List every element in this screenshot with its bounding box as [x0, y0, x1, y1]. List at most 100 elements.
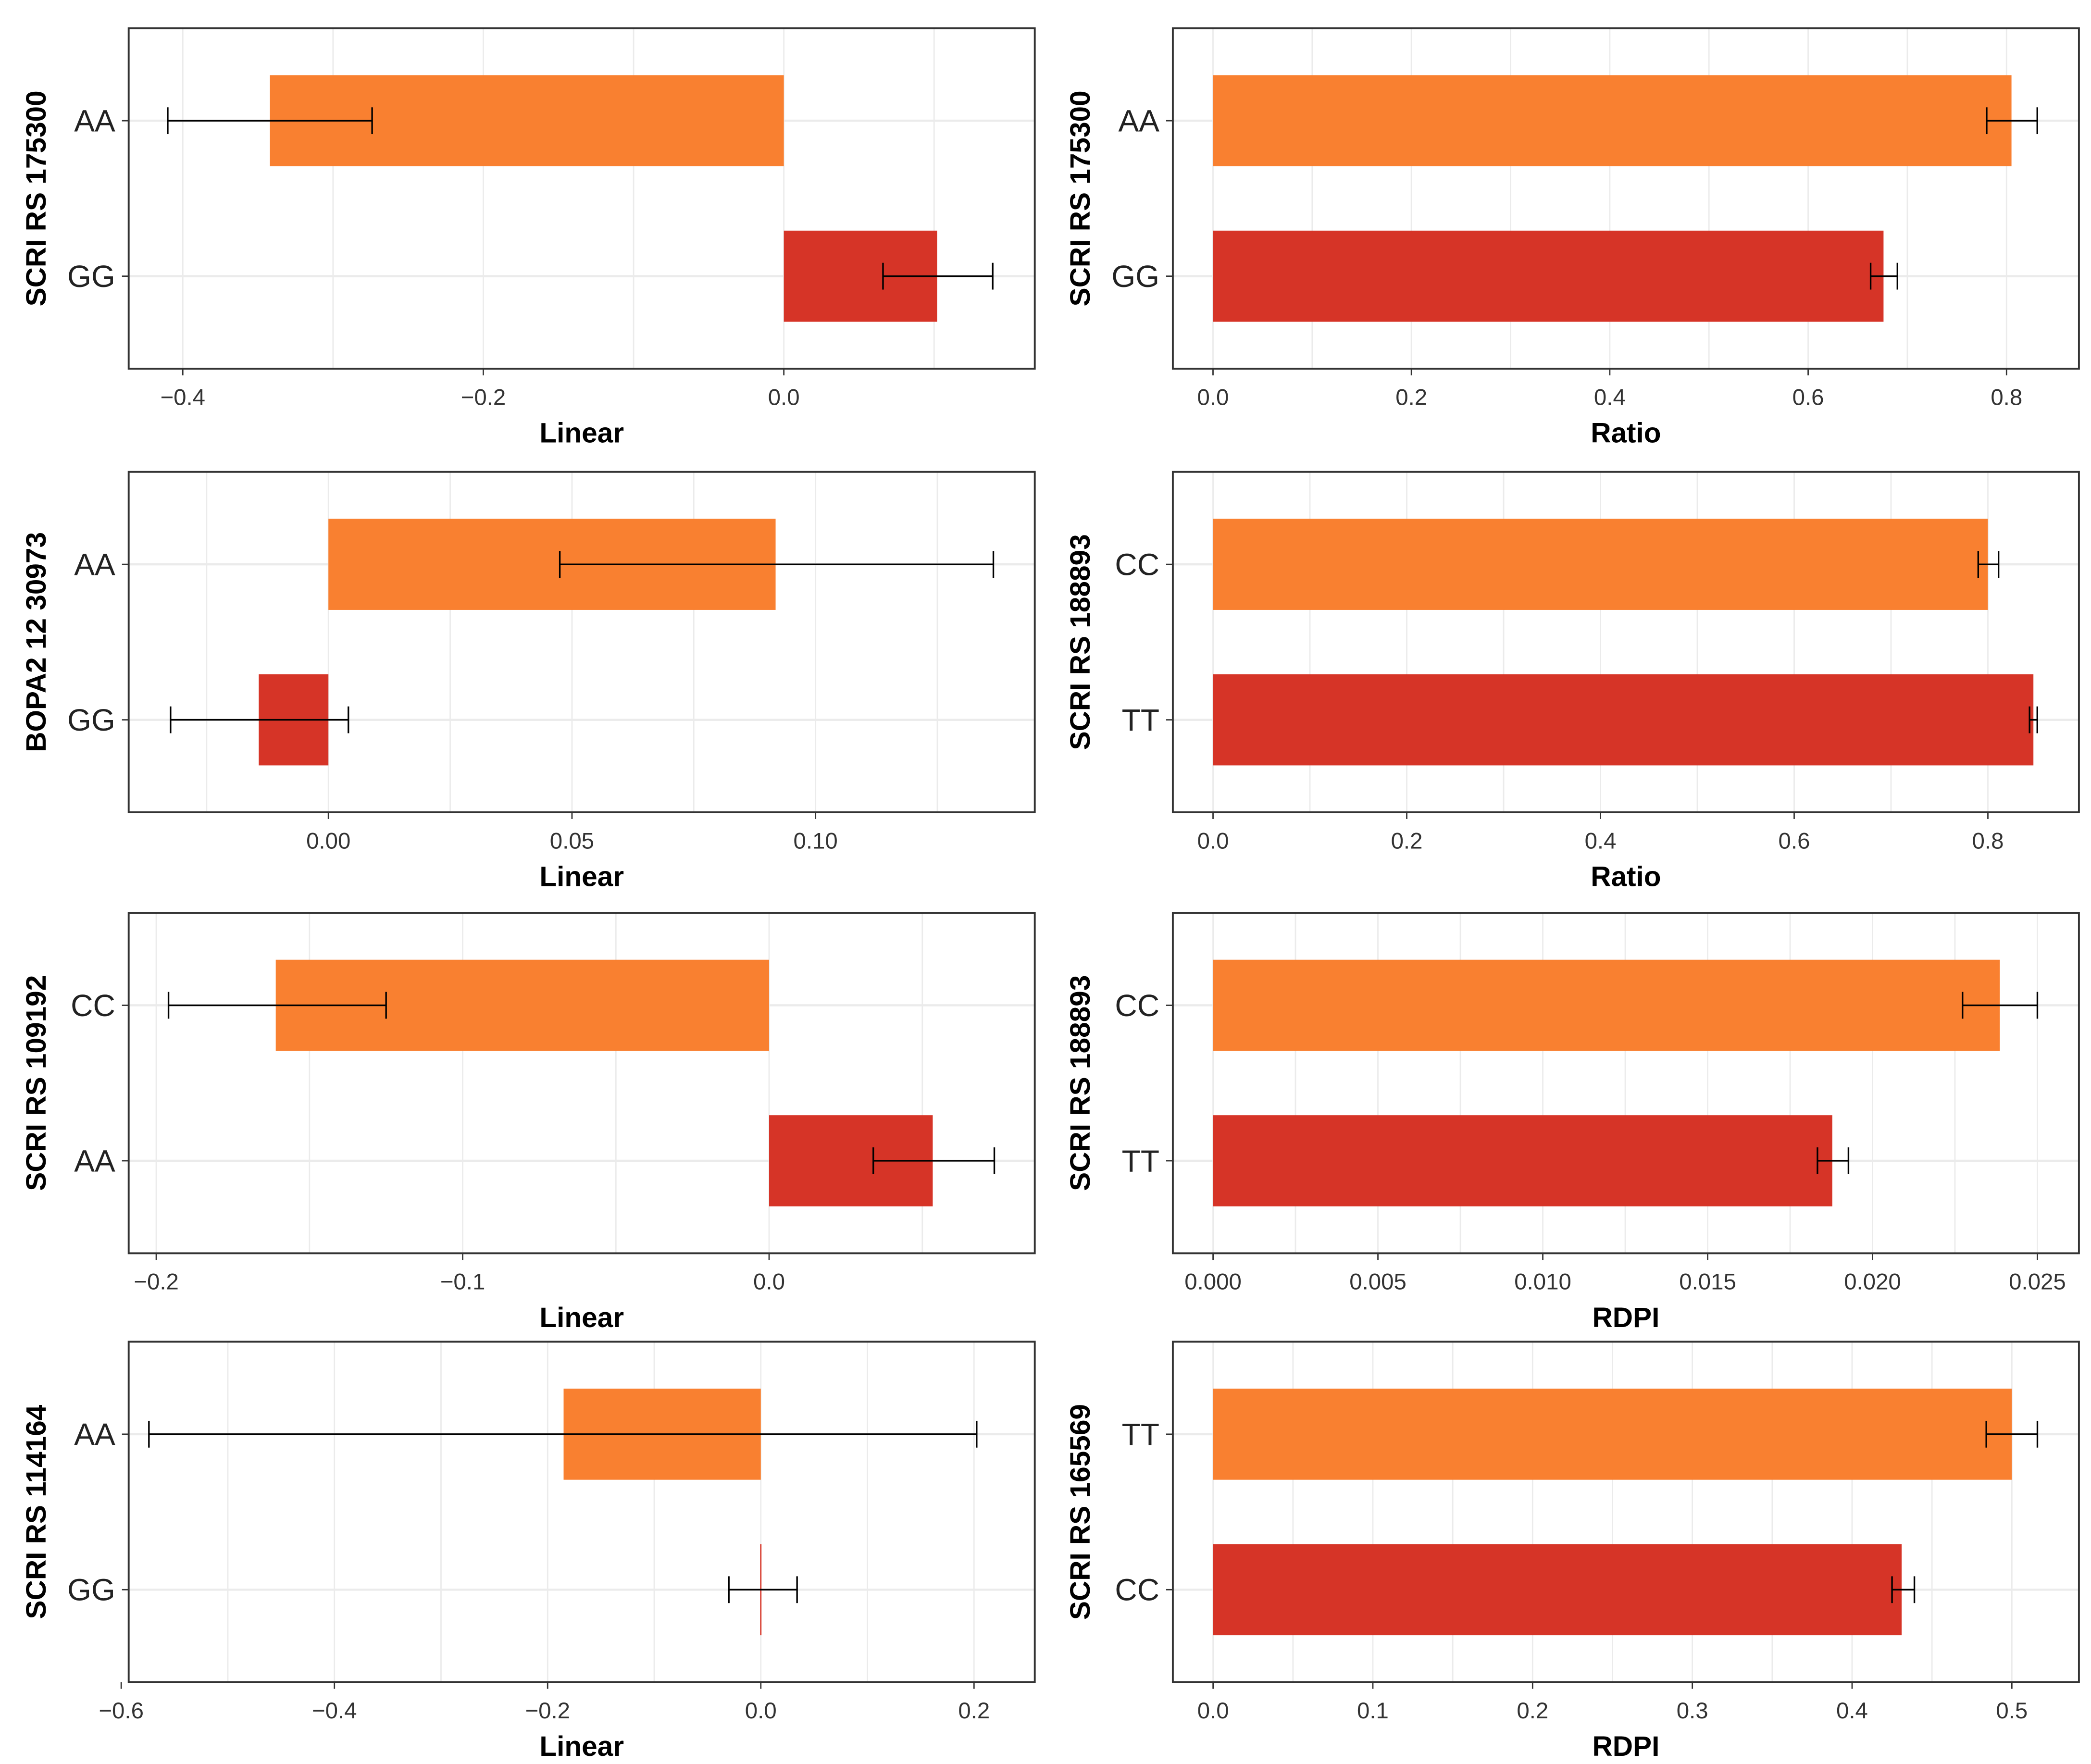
x-tick-label: 0.10	[794, 828, 838, 854]
bar-AA	[1213, 75, 2012, 166]
panel-frame	[1171, 912, 2080, 1255]
y-axis-title: BOPA2 12 30973	[21, 532, 52, 752]
panel-frame	[127, 471, 1036, 813]
x-axis-title: RDPI	[1592, 1302, 1659, 1333]
x-tick-label: 0.1	[1357, 1698, 1389, 1724]
x-tick-label: 0.0	[1197, 828, 1229, 854]
x-tick-label: 0.8	[1972, 828, 2004, 854]
category-label: AA	[74, 1143, 115, 1178]
category-label: TT	[1122, 1417, 1159, 1452]
error-bar-GG	[170, 706, 349, 733]
bar-GG	[1213, 230, 1884, 322]
x-tick-label: 0.0	[768, 385, 800, 410]
panel-frame	[1171, 1341, 2080, 1683]
panel-1: AA GG −0.4 −0.2 0.0 Linear SCRI RS 175300	[21, 27, 1036, 448]
y-axis-title: SCRI RS 165569	[1065, 1404, 1096, 1620]
panel-frame	[127, 27, 1036, 370]
panel-8: TT CC 0.0 0.1 0.2 0.3 0.4 0.5 RDPI SCRI RS 165569	[1065, 1341, 2080, 1762]
x-axis-title: Linear	[539, 1302, 624, 1333]
error-bar-AA	[1986, 107, 2038, 135]
panel-frame	[1171, 471, 2080, 813]
error-bar-GG	[882, 262, 994, 290]
bar-TT	[1213, 674, 2034, 766]
error-bar-CC	[167, 992, 387, 1019]
x-tick-label: 0.2	[958, 1698, 990, 1724]
x-tick-label: −0.6	[99, 1698, 144, 1724]
x-tick-label: 0.6	[1779, 828, 1810, 854]
x-tick-label: 0.020	[1844, 1269, 1901, 1295]
error-bar-AA	[559, 551, 995, 578]
x-tick-label: 0.0	[753, 1269, 785, 1295]
error-bar-CC	[1977, 551, 2000, 578]
x-axis-title: Ratio	[1591, 417, 1661, 448]
category-label: GG	[67, 703, 115, 737]
x-tick-label: 0.05	[550, 828, 594, 854]
x-axis-title: Linear	[539, 1731, 624, 1762]
error-bar-TT	[2029, 706, 2038, 733]
y-axis-title: SCRI RS 114164	[21, 1404, 52, 1619]
x-tick-label: −0.2	[461, 385, 506, 410]
panel-6: CC TT 0.000 0.005 0.010 0.015 0.020 0.025 RDPI SC…	[1065, 912, 2080, 1333]
category-label: GG	[67, 1573, 115, 1607]
x-tick-label: 0.4	[1585, 828, 1617, 854]
error-bar-GG	[1869, 262, 1898, 290]
category-label: CC	[71, 988, 115, 1023]
x-tick-label: 0.8	[1991, 385, 2022, 410]
y-axis-title: SCRI RS 109192	[21, 975, 52, 1191]
x-tick-label: 0.2	[1517, 1698, 1548, 1724]
bar-TT	[1213, 1389, 2012, 1480]
x-tick-label: −0.1	[440, 1269, 485, 1295]
panel-frame	[127, 1341, 1036, 1683]
panel-4: CC TT 0.0 0.2 0.4 0.6 0.8 Ratio SCRI RS 188893	[1065, 471, 2080, 892]
x-tick-label: 0.5	[1996, 1698, 2028, 1724]
panel-5: CC AA −0.2 −0.1 0.0 Linear SCRI RS 109192	[21, 912, 1036, 1333]
x-tick-label: 0.025	[2009, 1269, 2066, 1295]
error-bar-CC	[1962, 992, 2039, 1019]
error-bar-AA	[167, 107, 373, 135]
x-tick-label: 0.6	[1792, 385, 1824, 410]
x-tick-label: −0.4	[160, 385, 205, 410]
x-tick-label: 0.005	[1349, 1269, 1406, 1295]
x-tick-label: 0.4	[1836, 1698, 1868, 1724]
y-axis-title: SCRI RS 188893	[1065, 534, 1096, 750]
x-tick-label: −0.2	[134, 1269, 179, 1295]
y-axis-title: SCRI RS 175300	[21, 90, 52, 306]
x-axis-title: Linear	[539, 861, 624, 892]
error-bar-AA	[872, 1147, 996, 1174]
x-tick-label: 0.0	[1197, 385, 1229, 410]
y-axis-title: SCRI RS 175300	[1065, 90, 1096, 306]
x-tick-label: 0.0	[745, 1698, 777, 1724]
panel-frame	[127, 912, 1036, 1255]
category-label: CC	[1115, 547, 1159, 582]
error-bar-AA	[148, 1420, 978, 1448]
category-label: GG	[67, 259, 115, 294]
x-tick-label: 0.2	[1395, 385, 1427, 410]
category-label: TT	[1122, 1143, 1159, 1178]
category-label: AA	[74, 547, 115, 582]
panel-2: AA GG 0.0 0.2 0.4 0.6 0.8 Ratio SCRI RS 175300	[1065, 27, 2080, 448]
error-bar-CC	[1891, 1576, 1916, 1603]
x-tick-label: −0.4	[312, 1698, 357, 1724]
error-bar-GG	[728, 1576, 798, 1603]
x-tick-label: 0.00	[306, 828, 350, 854]
category-label: AA	[74, 1417, 115, 1452]
bar-CC	[1213, 959, 2000, 1051]
panel-frame	[1171, 27, 2080, 370]
bar-CC	[1213, 1544, 1902, 1636]
x-tick-label: 0.010	[1514, 1269, 1571, 1295]
x-axis-title: Linear	[539, 417, 624, 448]
x-tick-label: 0.3	[1677, 1698, 1708, 1724]
x-tick-label: 0.015	[1679, 1269, 1736, 1295]
panel-7: AA GG −0.6 −0.4 −0.2 0.0 0.2 Linear SCRI RS 1141…	[21, 1341, 1036, 1762]
bar-TT	[1213, 1115, 1832, 1206]
category-label: CC	[1115, 988, 1159, 1023]
x-axis-title: RDPI	[1592, 1731, 1659, 1762]
x-tick-label: 0.2	[1391, 828, 1423, 854]
x-axis-title: Ratio	[1591, 861, 1661, 892]
error-bar-TT	[1985, 1420, 2039, 1448]
category-label: TT	[1122, 703, 1159, 737]
x-tick-label: −0.2	[525, 1698, 570, 1724]
error-bar-TT	[1817, 1147, 1850, 1174]
x-tick-label: 0.4	[1594, 385, 1626, 410]
